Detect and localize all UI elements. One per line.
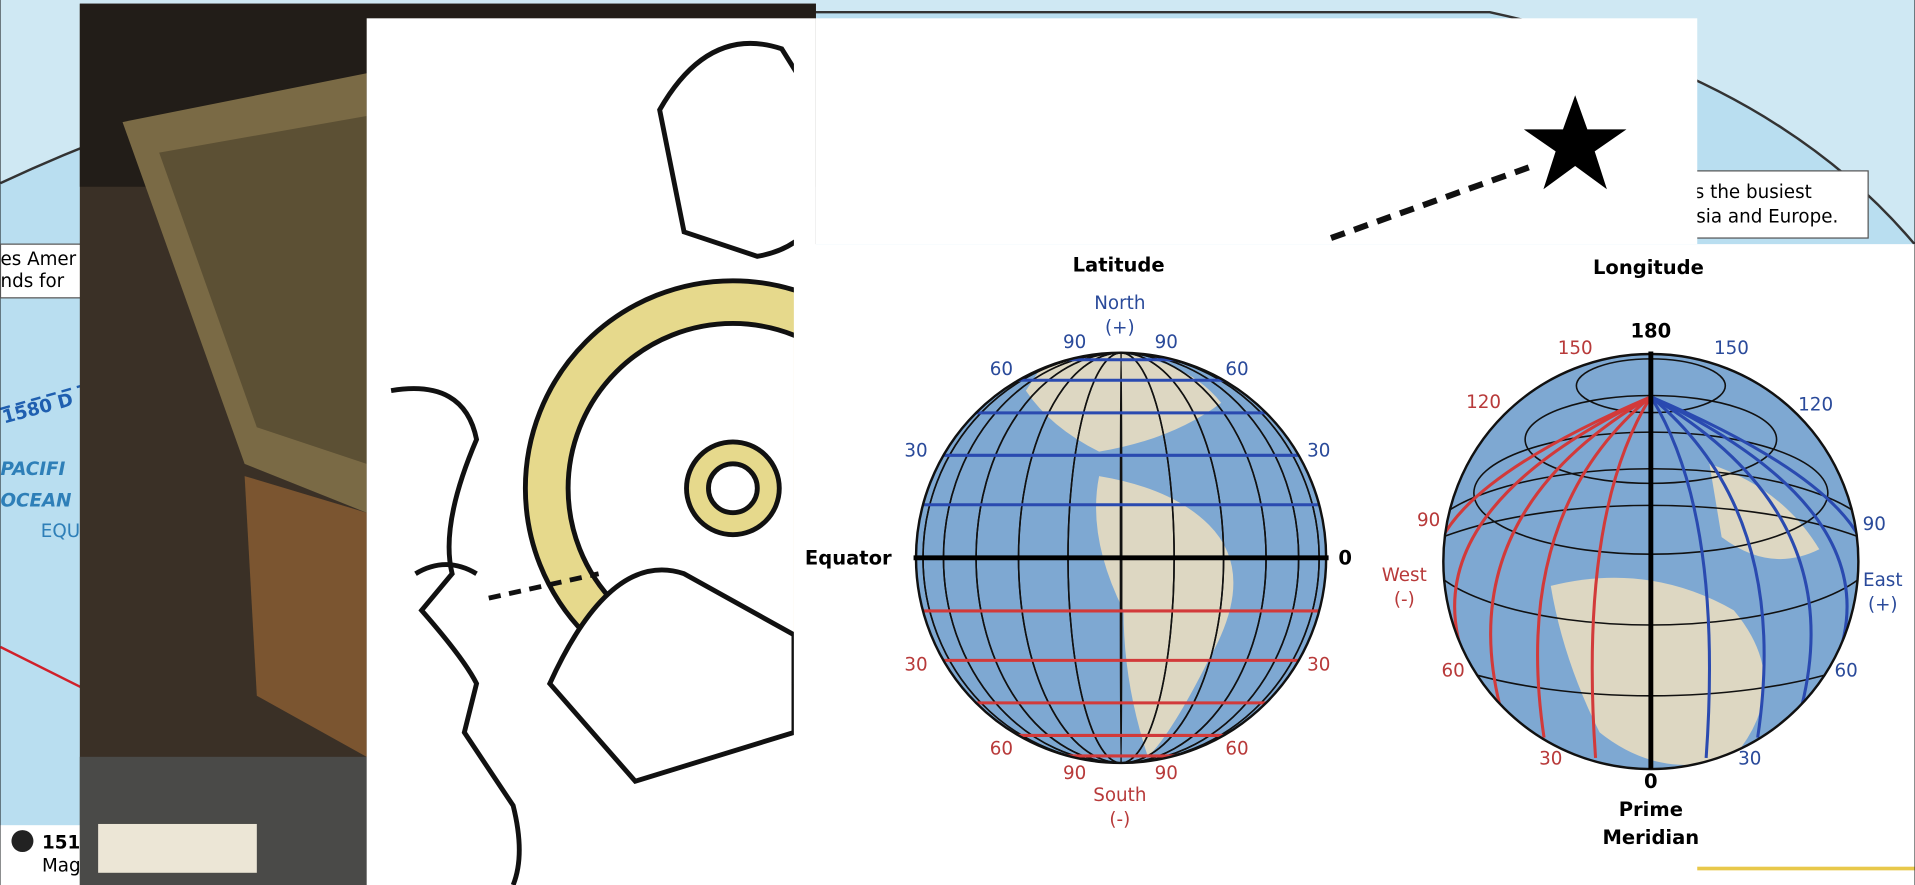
marker-label: 151: [42, 832, 80, 853]
degree-label: 30: [1307, 441, 1330, 462]
map-note: s the busiest: [1695, 182, 1812, 203]
degree-label: 120: [1466, 392, 1501, 413]
degree-label: 30: [904, 441, 927, 462]
globe-title: Latitude: [1073, 254, 1165, 277]
degree-label: 60: [1441, 660, 1464, 681]
meridian-label: Prime: [1619, 798, 1683, 821]
equator-value: 0: [1338, 547, 1352, 570]
star-sighting: [816, 18, 1697, 244]
hemisphere-sign: (-): [1394, 590, 1415, 611]
equator-label: Equator: [805, 547, 892, 570]
pole-sign: (+): [1105, 317, 1135, 338]
globe-title: Longitude: [1593, 256, 1704, 279]
map-note: es Amer: [0, 249, 76, 270]
degree-label: 30: [904, 654, 927, 675]
degree-label: 90: [1063, 763, 1086, 784]
hemisphere-label: East: [1863, 570, 1902, 591]
pole-sign: (-): [1109, 809, 1130, 830]
degree-label: 90: [1155, 763, 1178, 784]
map-edge: [1697, 867, 1914, 871]
box-photo-part: [98, 824, 257, 873]
globes-panel: Latitude North (+) South (-) Equator 0 L…: [794, 244, 1915, 885]
degree-label: 150: [1558, 338, 1593, 359]
map-note: nds for: [0, 271, 64, 292]
degree-label: 150: [1714, 338, 1749, 359]
world-map-part: [11, 830, 33, 852]
collage: es Amer nds for 1580 D PACIFI OCEAN EQUA…: [0, 0, 1915, 885]
degree-label: 60: [990, 359, 1013, 380]
page: {"map_fragments": {"left_note": ["es Ame…: [0, 0, 1915, 885]
degree-label: 90: [1155, 332, 1178, 353]
degree-label: 60: [990, 739, 1013, 760]
ocean-label: OCEAN: [0, 491, 71, 512]
degree-label: 60: [1835, 660, 1858, 681]
pole-label: South: [1093, 785, 1146, 806]
caption: Mag: [42, 856, 81, 877]
degree-label: 60: [1225, 359, 1248, 380]
degree-label: 30: [1539, 748, 1562, 769]
pole-label: North: [1094, 293, 1145, 314]
ocean-label: PACIFI: [0, 459, 65, 480]
degree-label: 90: [1063, 332, 1086, 353]
degree-label: 120: [1798, 394, 1833, 415]
hemisphere-sign: (+): [1868, 594, 1898, 615]
degree-label: 30: [1307, 654, 1330, 675]
meridian-label: Meridian: [1603, 826, 1700, 849]
degree-label: 90: [1417, 510, 1440, 531]
degree-label: 90: [1863, 514, 1886, 535]
degree-label: 60: [1225, 739, 1248, 760]
meridian-value: 180: [1630, 320, 1671, 343]
astrolabe-drawing-part-part: [708, 464, 757, 513]
degree-label: 30: [1738, 748, 1761, 769]
hemisphere-label: West: [1382, 565, 1427, 586]
map-note: asia and Europe.: [1685, 206, 1838, 227]
meridian-value: 0: [1644, 770, 1658, 793]
